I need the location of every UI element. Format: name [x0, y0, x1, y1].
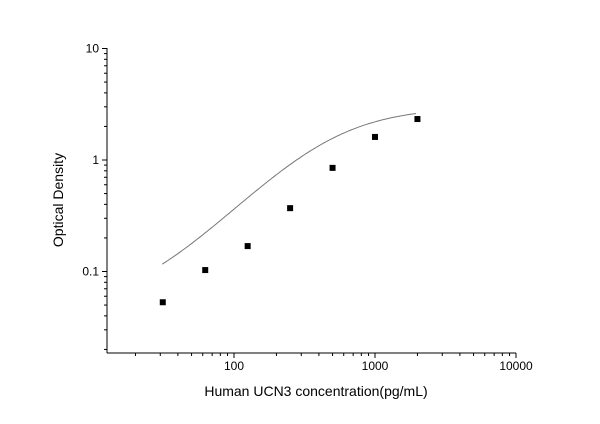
data-point	[372, 133, 378, 140]
plot-area: 100 1000 10000 0.1 1 10	[82, 42, 533, 374]
data-point	[329, 164, 336, 171]
y-tick-label: 0.1	[82, 265, 99, 279]
data-point	[414, 116, 421, 123]
x-tick-label: 10000	[499, 359, 533, 373]
y-tick-label: 10	[86, 42, 100, 56]
data-point	[159, 299, 166, 306]
x-axis-title: Human UCN3 concentration(pg/mL)	[204, 383, 427, 399]
x-tick-label: 1000	[362, 359, 389, 373]
data-point	[287, 205, 294, 212]
data-point	[244, 243, 251, 250]
y-tick-label: 1	[92, 153, 99, 167]
fit-curve	[162, 113, 417, 265]
y-axis-title: Optical Density	[50, 153, 66, 247]
data-point	[202, 267, 209, 274]
x-tick-label: 100	[224, 359, 244, 373]
